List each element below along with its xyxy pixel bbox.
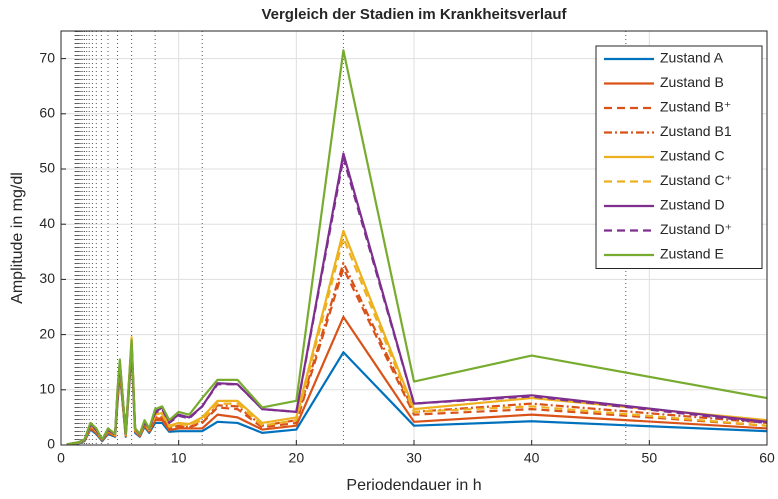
legend-label: Zustand A: [660, 50, 724, 66]
series-line: [66, 261, 768, 446]
legend-label: Zustand C: [660, 148, 725, 164]
x-tick-label: 0: [57, 450, 65, 466]
x-tick-label: 60: [759, 450, 775, 466]
x-tick-label: 50: [642, 450, 658, 466]
legend-label: Zustand B: [660, 74, 724, 90]
legend-label: Zustand B⁺: [660, 99, 731, 115]
legend-label: Zustand C⁺: [660, 172, 732, 188]
y-tick-label: 40: [39, 215, 55, 231]
plot-border: [60, 30, 768, 446]
x-tick-label: 10: [171, 450, 187, 466]
y-tick-label: 70: [39, 49, 55, 65]
y-tick-label: 60: [39, 105, 55, 121]
chart-title: Vergleich der Stadien im Krankheitsverla…: [261, 6, 567, 23]
legend-label: Zustand D⁺: [660, 221, 732, 237]
x-tick-label: 30: [406, 450, 422, 466]
legend-label: Zustand B1: [660, 123, 732, 139]
x-axis-label: Periodendauer in h: [346, 477, 481, 494]
legend-label: Zustand D: [660, 197, 725, 213]
y-tick-label: 50: [39, 160, 55, 176]
y-tick-label: 10: [39, 381, 55, 397]
legend-label: Zustand E: [660, 246, 724, 262]
x-tick-label: 20: [289, 450, 305, 466]
x-tick-label: 40: [524, 450, 540, 466]
y-tick-label: 0: [47, 436, 55, 452]
y-tick-label: 30: [39, 270, 55, 286]
series-line: [66, 49, 768, 446]
legend: Zustand A Zustand B Zustand B⁺ Zustand B1 Zu…: [595, 45, 763, 269]
y-tick-label: 20: [39, 325, 55, 341]
y-axis-label: Amplitude in mg/dl: [9, 172, 26, 304]
